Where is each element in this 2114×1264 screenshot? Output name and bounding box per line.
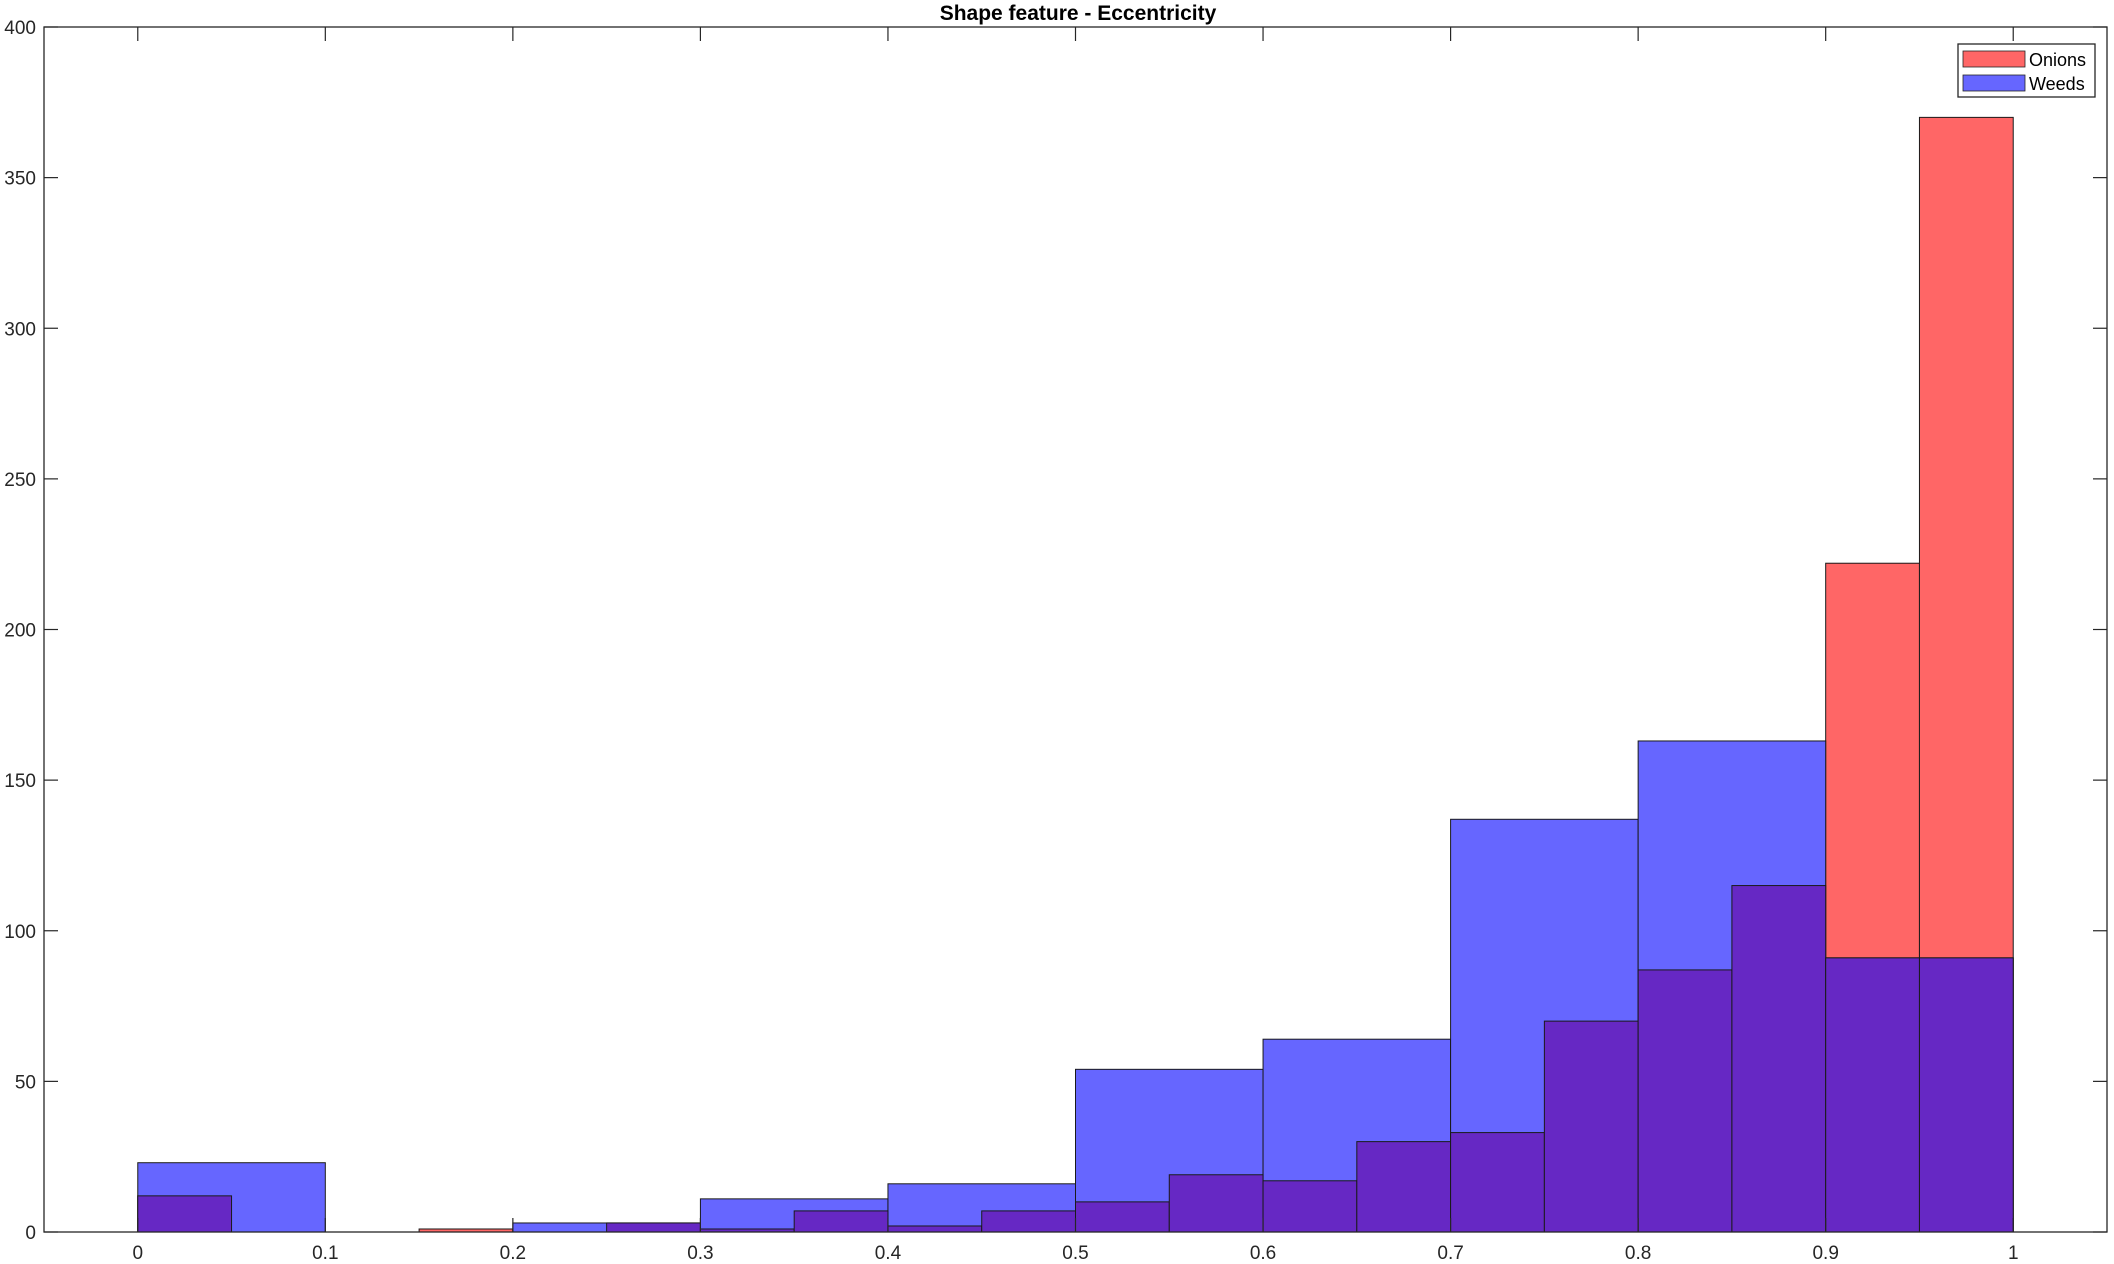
legend-swatch-onions bbox=[1962, 50, 2026, 68]
x-tick-label-7: 0.7 bbox=[1437, 1243, 1463, 1264]
bar-overlap-19 bbox=[1918, 957, 2014, 1233]
x-axis-ticks: 0 0.1 0.2 0.3 0.4 0.5 0.6 0.7 0.8 0.9 1 bbox=[132, 27, 2019, 1264]
x-tick-label-8: 0.8 bbox=[1625, 1243, 1651, 1264]
chart-title: Shape feature - Eccentricity bbox=[940, 2, 1217, 25]
bar-overlap-5 bbox=[606, 1222, 701, 1233]
y-tick-label-6: 300 bbox=[4, 319, 36, 340]
x-tick-label-4: 0.4 bbox=[875, 1243, 902, 1264]
legend-label-weeds: Weeds bbox=[2029, 74, 2085, 94]
x-tick-label-1: 0.1 bbox=[312, 1243, 338, 1264]
bar-overlap-10 bbox=[1075, 1201, 1170, 1233]
y-tick-label-2: 100 bbox=[4, 922, 36, 943]
bar-overlap-8 bbox=[887, 1225, 983, 1233]
overlap-bars bbox=[137, 885, 2014, 1233]
legend-label-onions: Onions bbox=[2029, 50, 2086, 70]
bar-overlap-12 bbox=[1262, 1180, 1358, 1233]
bar-overlap-15 bbox=[1543, 1020, 1639, 1233]
x-tick-label-3: 0.3 bbox=[687, 1243, 713, 1264]
x-tick-label-10: 1 bbox=[2008, 1243, 2019, 1264]
bar-overlap-18 bbox=[1825, 957, 1920, 1233]
bar-overlap-16 bbox=[1637, 969, 1733, 1233]
y-tick-label-8: 400 bbox=[4, 18, 36, 39]
y-axis-ticks: 0 50 100 150 200 250 300 350 400 bbox=[4, 18, 2107, 1244]
x-tick-label-0: 0 bbox=[132, 1243, 143, 1264]
plot-area: 0 0.1 0.2 0.3 0.4 0.5 0.6 0.7 0.8 0.9 1 0 50 100 150 2… bbox=[4, 18, 2108, 1264]
bar-overlap-0 bbox=[137, 1195, 233, 1233]
legend: Onions Weeds bbox=[1957, 43, 2096, 98]
legend-swatch-weeds bbox=[1962, 74, 2026, 92]
x-tick-label-6: 0.6 bbox=[1250, 1243, 1276, 1264]
x-tick-label-9: 0.9 bbox=[1812, 1243, 1838, 1264]
y-tick-label-3: 150 bbox=[4, 771, 36, 792]
x-tick-label-2: 0.2 bbox=[500, 1243, 526, 1264]
bar-overlap-14 bbox=[1450, 1132, 1545, 1233]
bar-overlap-11 bbox=[1168, 1174, 1264, 1233]
y-tick-label-4: 200 bbox=[4, 621, 36, 642]
bar-overlap-17 bbox=[1731, 885, 1827, 1233]
y-tick-label-7: 350 bbox=[4, 169, 36, 190]
x-tick-label-5: 0.5 bbox=[1062, 1243, 1088, 1264]
y-tick-label-0: 0 bbox=[25, 1223, 36, 1244]
y-tick-label-1: 50 bbox=[15, 1072, 36, 1093]
bar-overlap-7 bbox=[793, 1210, 889, 1233]
bar-overlap-9 bbox=[981, 1210, 1077, 1233]
y-tick-label-5: 250 bbox=[4, 470, 36, 491]
bar-overlap-13 bbox=[1356, 1141, 1452, 1233]
